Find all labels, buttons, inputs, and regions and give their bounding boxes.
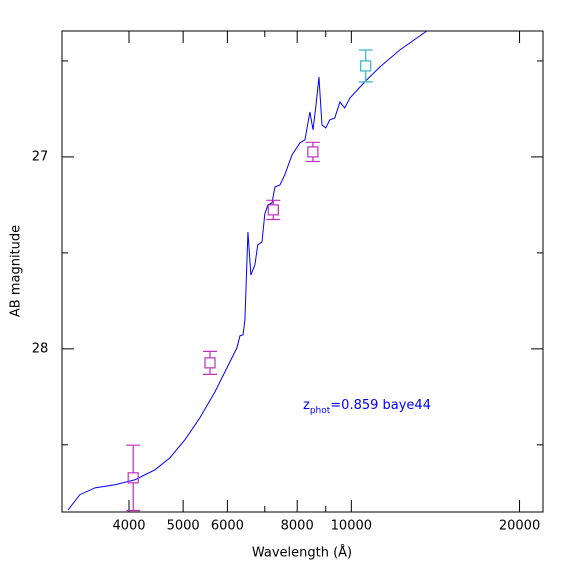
- x-tick-label: 10000: [331, 519, 372, 534]
- x-tick-label: 6000: [211, 519, 244, 534]
- y-tick-label: 28: [32, 341, 49, 356]
- x-tick-label: 8000: [281, 519, 314, 534]
- x-tick-label: 20000: [499, 519, 540, 534]
- error-bar: [202, 350, 217, 375]
- x-axis-title: Wavelength (Å): [252, 545, 352, 561]
- error-bar: [358, 49, 373, 83]
- annotation-subscript: phot: [310, 406, 331, 416]
- sed-curve: [67, 30, 428, 511]
- error-bar: [305, 141, 320, 163]
- y-tick-label: 27: [32, 149, 49, 164]
- photometry-point: [127, 472, 139, 484]
- x-tick-label: 5000: [167, 519, 200, 534]
- error-bar: [126, 444, 141, 512]
- photometry-point: [307, 146, 319, 158]
- x-tick-label: 4000: [112, 519, 145, 534]
- photometry-point: [360, 60, 372, 72]
- y-axis-title: AB magnitude: [9, 225, 24, 317]
- annotation-main: z: [303, 398, 310, 413]
- annotation: zphot=0.859 baye44: [303, 398, 431, 416]
- error-bar: [266, 199, 281, 221]
- photometry-point: [204, 357, 216, 369]
- photometry-point: [267, 204, 279, 216]
- annotation-rest: =0.859 baye44: [330, 398, 431, 413]
- plot-frame: [61, 30, 544, 513]
